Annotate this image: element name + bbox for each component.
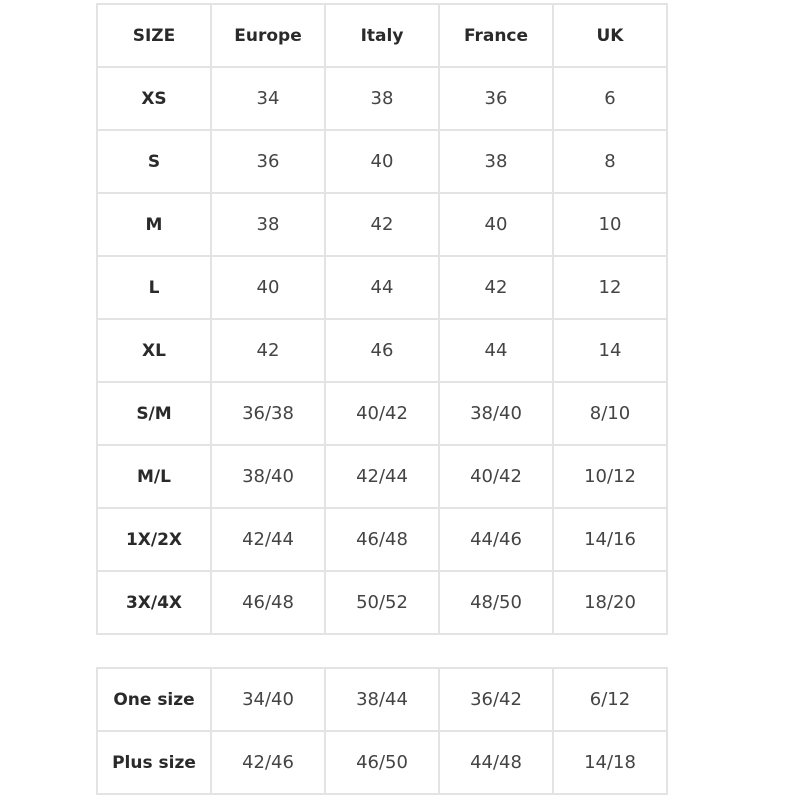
size-value-cell: 40 (438, 192, 554, 257)
size-value-cell: 34 (210, 66, 326, 131)
table-row: M 38 42 40 10 (96, 192, 668, 257)
table-row: M/L 38/40 42/44 40/42 10/12 (96, 444, 668, 509)
size-value-cell: 18/20 (552, 570, 668, 635)
size-value-cell: 42/44 (210, 507, 326, 572)
size-label-cell: XL (96, 318, 212, 383)
size-value-cell: 10 (552, 192, 668, 257)
size-value-cell: 36 (438, 66, 554, 131)
size-value-cell: 46/48 (210, 570, 326, 635)
table-row: 3X/4X 46/48 50/52 48/50 18/20 (96, 570, 668, 635)
size-value-cell: 46/48 (324, 507, 440, 572)
size-value-cell: 38/40 (438, 381, 554, 446)
size-value-cell: 14/16 (552, 507, 668, 572)
size-label-cell: S (96, 129, 212, 194)
size-chart-table: SIZE Europe Italy France UK XS 34 38 36 6 S 36 40 38 8… (96, 3, 668, 635)
table-row: XS 34 38 36 6 (96, 66, 668, 131)
table-row: Plus size 42/46 46/50 44/48 14/18 (96, 730, 668, 795)
column-header: SIZE (96, 3, 212, 68)
size-value-cell: 36/42 (438, 667, 554, 732)
size-value-cell: 44 (324, 255, 440, 320)
size-value-cell: 6/12 (552, 667, 668, 732)
size-value-cell: 14 (552, 318, 668, 383)
column-header: Europe (210, 3, 326, 68)
size-label-cell: M/L (96, 444, 212, 509)
size-value-cell: 42 (438, 255, 554, 320)
size-value-cell: 34/40 (210, 667, 326, 732)
size-value-cell: 42 (210, 318, 326, 383)
size-value-cell: 42 (324, 192, 440, 257)
size-label-cell: M (96, 192, 212, 257)
size-label-cell: 1X/2X (96, 507, 212, 572)
column-header: UK (552, 3, 668, 68)
size-value-cell: 48/50 (438, 570, 554, 635)
size-value-cell: 38/44 (324, 667, 440, 732)
header-row: SIZE Europe Italy France UK (96, 3, 668, 68)
size-label-cell: 3X/4X (96, 570, 212, 635)
size-value-cell: 46/50 (324, 730, 440, 795)
size-value-cell: 38/40 (210, 444, 326, 509)
size-value-cell: 8 (552, 129, 668, 194)
size-value-cell: 38 (210, 192, 326, 257)
table-row: S/M 36/38 40/42 38/40 8/10 (96, 381, 668, 446)
size-label-cell: L (96, 255, 212, 320)
size-value-cell: 46 (324, 318, 440, 383)
special-sizes-table: One size 34/40 38/44 36/42 6/12 Plus size 42/4… (96, 667, 668, 795)
size-value-cell: 44 (438, 318, 554, 383)
size-value-cell: 42/44 (324, 444, 440, 509)
size-value-cell: 38 (438, 129, 554, 194)
table-row: One size 34/40 38/44 36/42 6/12 (96, 667, 668, 732)
size-value-cell: 44/46 (438, 507, 554, 572)
size-value-cell: 42/46 (210, 730, 326, 795)
table-row: S 36 40 38 8 (96, 129, 668, 194)
table-row: L 40 44 42 12 (96, 255, 668, 320)
size-value-cell: 44/48 (438, 730, 554, 795)
table-row: XL 42 46 44 14 (96, 318, 668, 383)
column-header: Italy (324, 3, 440, 68)
size-value-cell: 36 (210, 129, 326, 194)
size-value-cell: 40 (324, 129, 440, 194)
size-label-cell: Plus size (96, 730, 212, 795)
size-value-cell: 14/18 (552, 730, 668, 795)
size-value-cell: 40 (210, 255, 326, 320)
size-value-cell: 40/42 (438, 444, 554, 509)
size-value-cell: 38 (324, 66, 440, 131)
size-value-cell: 6 (552, 66, 668, 131)
size-value-cell: 40/42 (324, 381, 440, 446)
column-header: France (438, 3, 554, 68)
size-value-cell: 12 (552, 255, 668, 320)
table-row: 1X/2X 42/44 46/48 44/46 14/16 (96, 507, 668, 572)
size-label-cell: S/M (96, 381, 212, 446)
size-value-cell: 10/12 (552, 444, 668, 509)
size-value-cell: 36/38 (210, 381, 326, 446)
size-label-cell: XS (96, 66, 212, 131)
size-value-cell: 50/52 (324, 570, 440, 635)
size-label-cell: One size (96, 667, 212, 732)
size-value-cell: 8/10 (552, 381, 668, 446)
